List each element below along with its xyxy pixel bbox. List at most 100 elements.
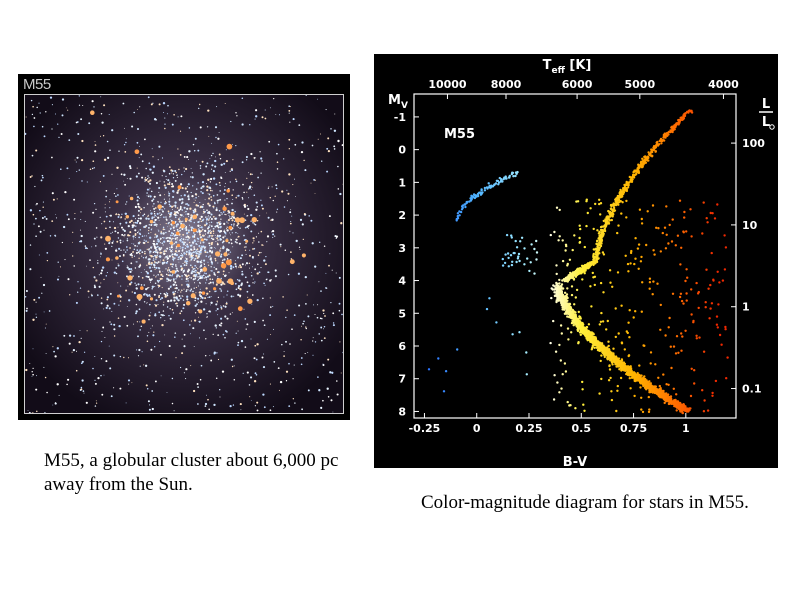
star xyxy=(265,255,267,258)
star xyxy=(186,413,187,414)
star xyxy=(235,231,237,234)
star xyxy=(197,240,199,242)
star xyxy=(205,216,207,218)
star xyxy=(156,224,158,226)
star xyxy=(175,247,177,249)
star xyxy=(184,261,186,263)
star xyxy=(148,318,150,321)
star xyxy=(164,200,167,203)
star xyxy=(176,207,179,209)
star xyxy=(208,236,210,238)
star xyxy=(280,246,282,248)
star xyxy=(219,221,221,223)
star xyxy=(204,249,207,252)
star xyxy=(231,208,234,212)
star xyxy=(27,410,29,411)
star xyxy=(100,374,102,377)
star xyxy=(151,171,154,174)
star xyxy=(146,178,149,180)
star xyxy=(220,212,222,214)
star xyxy=(148,294,151,297)
star xyxy=(67,378,70,381)
red-giant-star xyxy=(245,239,249,243)
star xyxy=(194,137,197,140)
star xyxy=(112,240,114,242)
star xyxy=(119,355,122,358)
star xyxy=(105,306,108,309)
star xyxy=(211,234,214,237)
star xyxy=(194,208,197,211)
star xyxy=(291,328,293,331)
star xyxy=(148,408,151,411)
star xyxy=(93,237,96,240)
star-point xyxy=(609,215,612,218)
color-magnitude-diagram: -0.25 0 0.25 0.5 0.75 1 -1 0 1 2 3 4 5 6 7 8 10000 8000 60… xyxy=(374,54,778,468)
star xyxy=(250,220,252,222)
star xyxy=(163,237,165,239)
star xyxy=(140,325,143,328)
star xyxy=(95,413,96,414)
star xyxy=(244,318,247,320)
star xyxy=(208,290,211,293)
star xyxy=(222,412,224,413)
star xyxy=(236,224,239,227)
star xyxy=(120,216,123,219)
star xyxy=(274,275,277,278)
star xyxy=(240,339,244,343)
star xyxy=(192,143,195,146)
star xyxy=(54,402,56,404)
star xyxy=(66,167,69,170)
star xyxy=(243,308,245,310)
star-point xyxy=(592,263,595,266)
star xyxy=(159,249,161,252)
star xyxy=(197,182,199,184)
star xyxy=(181,284,183,286)
star xyxy=(208,204,211,207)
star-point xyxy=(609,358,613,361)
star xyxy=(197,276,199,278)
star xyxy=(94,284,96,286)
star xyxy=(308,215,310,217)
star xyxy=(231,215,233,218)
star xyxy=(170,219,172,221)
star xyxy=(264,109,266,111)
star xyxy=(167,274,170,277)
star xyxy=(181,198,184,201)
right-tick-label: 100 xyxy=(742,137,765,150)
star-point xyxy=(607,357,610,360)
star xyxy=(233,220,236,223)
star xyxy=(232,143,234,145)
star-point xyxy=(577,325,580,328)
star-point xyxy=(601,351,604,354)
star xyxy=(152,156,154,158)
star xyxy=(269,107,271,109)
star xyxy=(157,238,160,241)
star xyxy=(150,270,153,273)
star xyxy=(210,237,213,240)
star xyxy=(160,216,162,218)
star xyxy=(160,213,163,216)
star-point xyxy=(564,304,568,307)
star xyxy=(278,389,280,391)
star xyxy=(95,208,97,210)
star xyxy=(158,311,161,314)
star xyxy=(172,190,175,193)
star xyxy=(189,236,191,238)
star-point xyxy=(570,310,573,313)
star xyxy=(186,283,189,286)
star xyxy=(111,310,113,312)
star xyxy=(243,191,245,194)
star xyxy=(176,176,178,178)
star xyxy=(79,287,82,289)
star-point xyxy=(616,194,620,198)
star xyxy=(204,233,207,235)
star xyxy=(209,231,212,235)
star xyxy=(106,296,109,299)
star xyxy=(173,257,176,259)
star xyxy=(250,188,252,190)
star xyxy=(181,290,183,292)
star xyxy=(174,252,176,255)
star xyxy=(101,121,104,124)
star xyxy=(116,240,119,243)
star xyxy=(155,181,158,185)
